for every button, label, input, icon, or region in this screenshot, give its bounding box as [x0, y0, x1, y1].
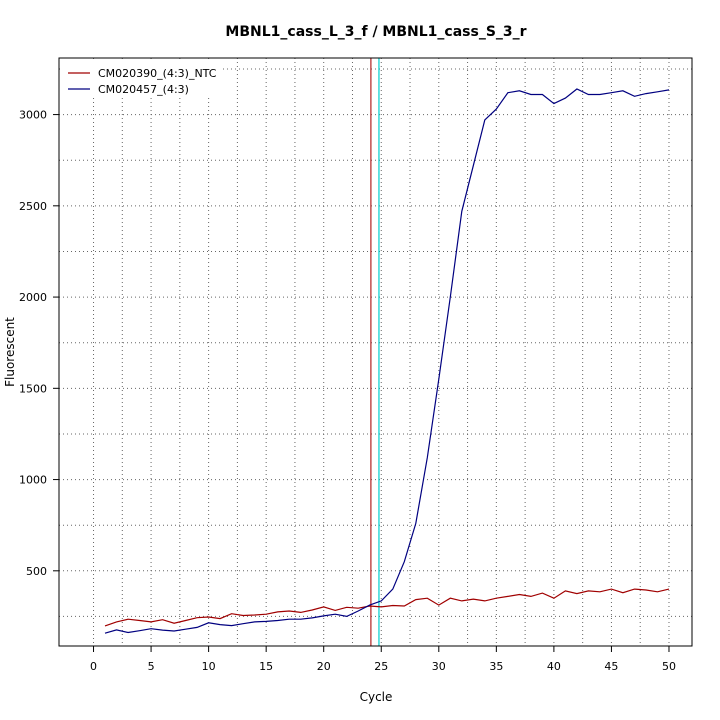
legend: CM020390_(4:3)_NTC CM020457_(4:3)	[62, 62, 222, 98]
legend-label-1: CM020390_(4:3)_NTC	[98, 67, 217, 80]
x-tick-label: 30	[432, 660, 446, 673]
series-lines	[104, 88, 670, 634]
y-tick-label: 2500	[19, 200, 47, 213]
legend-box	[62, 62, 222, 98]
x-tick-label: 35	[489, 660, 503, 673]
y-tick-label: 3000	[19, 109, 47, 122]
y-tick-label: 500	[26, 565, 47, 578]
x-tick-label: 25	[374, 660, 388, 673]
y-tick-label: 1000	[19, 474, 47, 487]
x-tick-label: 0	[90, 660, 97, 673]
x-axis: 0 5 10 15 20 25 30 35 40 45 50	[90, 645, 676, 673]
x-tick-label: 15	[259, 660, 273, 673]
y-tick-label: 1500	[19, 382, 47, 395]
series-line-2	[104, 88, 670, 634]
grid-lines	[59, 58, 692, 646]
x-tick-label: 5	[148, 660, 155, 673]
series-line-1	[104, 588, 670, 627]
legend-label-2: CM020457_(4:3)	[98, 83, 189, 96]
x-tick-label: 45	[604, 660, 618, 673]
y-tick-label: 2000	[19, 291, 47, 304]
x-tick-label: 40	[547, 660, 561, 673]
x-axis-label: Cycle	[360, 690, 393, 704]
x-tick-label: 50	[662, 660, 676, 673]
x-tick-label: 20	[317, 660, 331, 673]
chart-title: MBNL1_cass_L_3_f / MBNL1_cass_S_3_r	[225, 24, 526, 40]
y-axis: 500 1000 1500 2000 2500 3000	[19, 109, 60, 578]
threshold-lines	[370, 58, 380, 646]
x-tick-label: 10	[202, 660, 216, 673]
y-axis-label: Fluorescent	[3, 317, 17, 387]
